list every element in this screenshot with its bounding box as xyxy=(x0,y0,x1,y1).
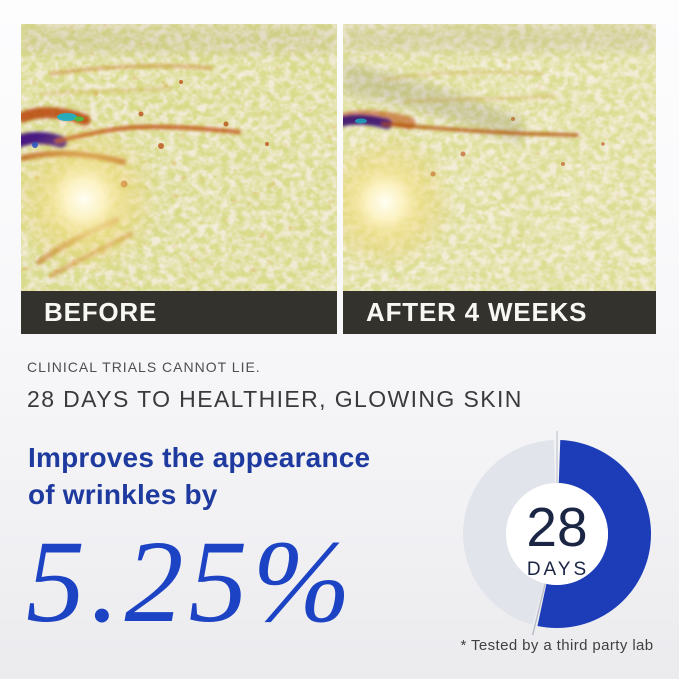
donut-center xyxy=(506,483,608,585)
donut-tick-bottom xyxy=(532,582,546,636)
before-panel: BEFORE xyxy=(21,24,337,334)
footnote-text: * Tested by a third party lab xyxy=(460,637,654,654)
before-photo xyxy=(21,24,337,291)
after-label: AFTER 4 WEEKS xyxy=(366,297,588,327)
before-label-bar: BEFORE xyxy=(21,291,337,334)
donut-progress-arc xyxy=(537,440,651,629)
eyebrow-text: CLINICAL TRIALS CANNOT LIE. xyxy=(27,359,261,375)
statement-text: Improves the appearance of wrinkles by xyxy=(28,439,370,513)
donut-track-arc xyxy=(462,440,556,625)
headline-text: 28 DAYS TO HEALTHIER, GLOWING SKIN xyxy=(27,386,523,412)
donut-chart-svg: 28 DAYS xyxy=(462,431,651,636)
percentage-value: 5.25% xyxy=(26,516,356,647)
donut-days-value: 28 xyxy=(526,496,587,558)
donut-chart: 28 DAYS xyxy=(452,428,662,642)
before-label: BEFORE xyxy=(44,297,158,327)
statement-line-2: of wrinkles by xyxy=(28,479,218,510)
after-panel: AFTER 4 WEEKS xyxy=(343,24,656,334)
after-label-bar: AFTER 4 WEEKS xyxy=(343,291,656,334)
donut-days-unit: DAYS xyxy=(527,559,589,580)
after-photo xyxy=(343,24,656,291)
statement-line-1: Improves the appearance xyxy=(28,442,371,473)
